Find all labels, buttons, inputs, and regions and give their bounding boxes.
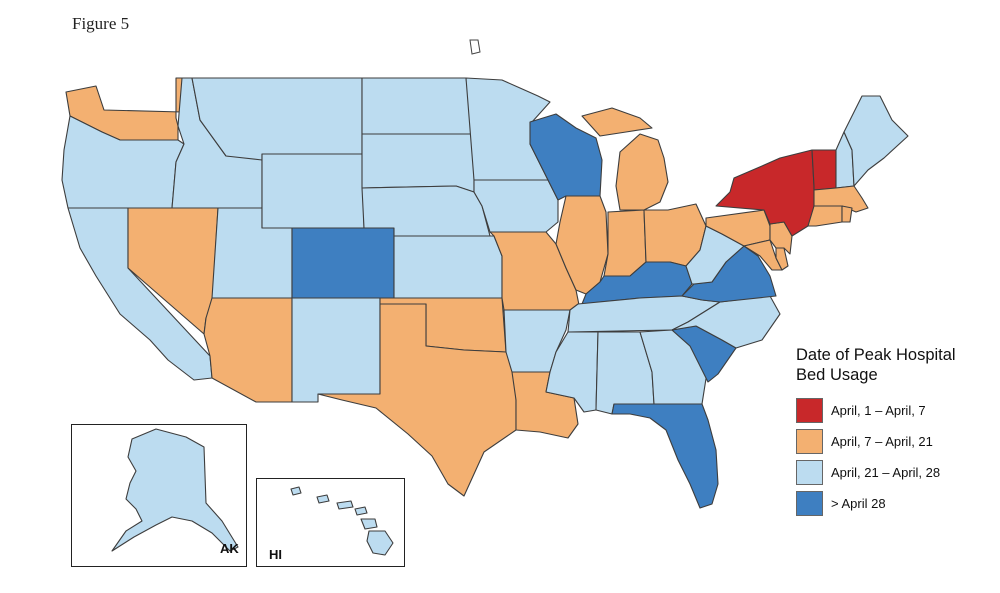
state-HI [290, 486, 394, 556]
legend-title: Date of Peak Hospital Bed Usage [796, 345, 996, 385]
state-KS [393, 235, 503, 299]
legend-swatch [796, 460, 823, 485]
legend-swatch [796, 429, 823, 454]
legend-label: April, 7 – April, 21 [831, 434, 933, 449]
state-MI [581, 107, 669, 211]
state-FL [611, 403, 719, 509]
state-NM [291, 297, 381, 403]
state-CO [291, 227, 395, 299]
legend-item: April, 21 – April, 28 [796, 459, 996, 486]
state-VT [811, 149, 837, 191]
legend-item: April, 1 – April, 7 [796, 397, 996, 424]
state-AZ [203, 297, 293, 403]
state-AK [111, 428, 239, 552]
state-IN [603, 209, 647, 277]
legend-swatch [796, 491, 823, 516]
state-RI [841, 205, 853, 223]
hawaii-inset-map [290, 486, 394, 556]
alaska-inset-map [111, 428, 239, 552]
legend-label: > April 28 [831, 496, 886, 511]
state-NE [361, 185, 491, 237]
legend-swatch [796, 398, 823, 423]
map-legend: Date of Peak Hospital Bed Usage April, 1… [796, 345, 996, 521]
state-SD [361, 133, 475, 193]
legend-item: > April 28 [796, 490, 996, 517]
legend-title-line1: Date of Peak Hospital [796, 346, 956, 364]
hawaii-inset: HI [256, 478, 405, 567]
state-ND [361, 77, 475, 135]
state-CT [807, 205, 843, 227]
state-TX [317, 303, 517, 497]
state-ME [843, 95, 909, 187]
hawaii-label: HI [269, 547, 282, 562]
legend-title-line2: Bed Usage [796, 366, 878, 384]
alaska-label: AK [220, 541, 239, 556]
legend-label: April, 1 – April, 7 [831, 403, 926, 418]
legend-label: April, 21 – April, 28 [831, 465, 941, 480]
state-WV [685, 225, 745, 285]
figure-label: Figure 5 [72, 14, 130, 33]
legend-item: April, 7 – April, 21 [796, 428, 996, 455]
alaska-inset: AK [71, 424, 247, 567]
small-island-outline [469, 39, 481, 55]
state-WY [261, 153, 365, 229]
